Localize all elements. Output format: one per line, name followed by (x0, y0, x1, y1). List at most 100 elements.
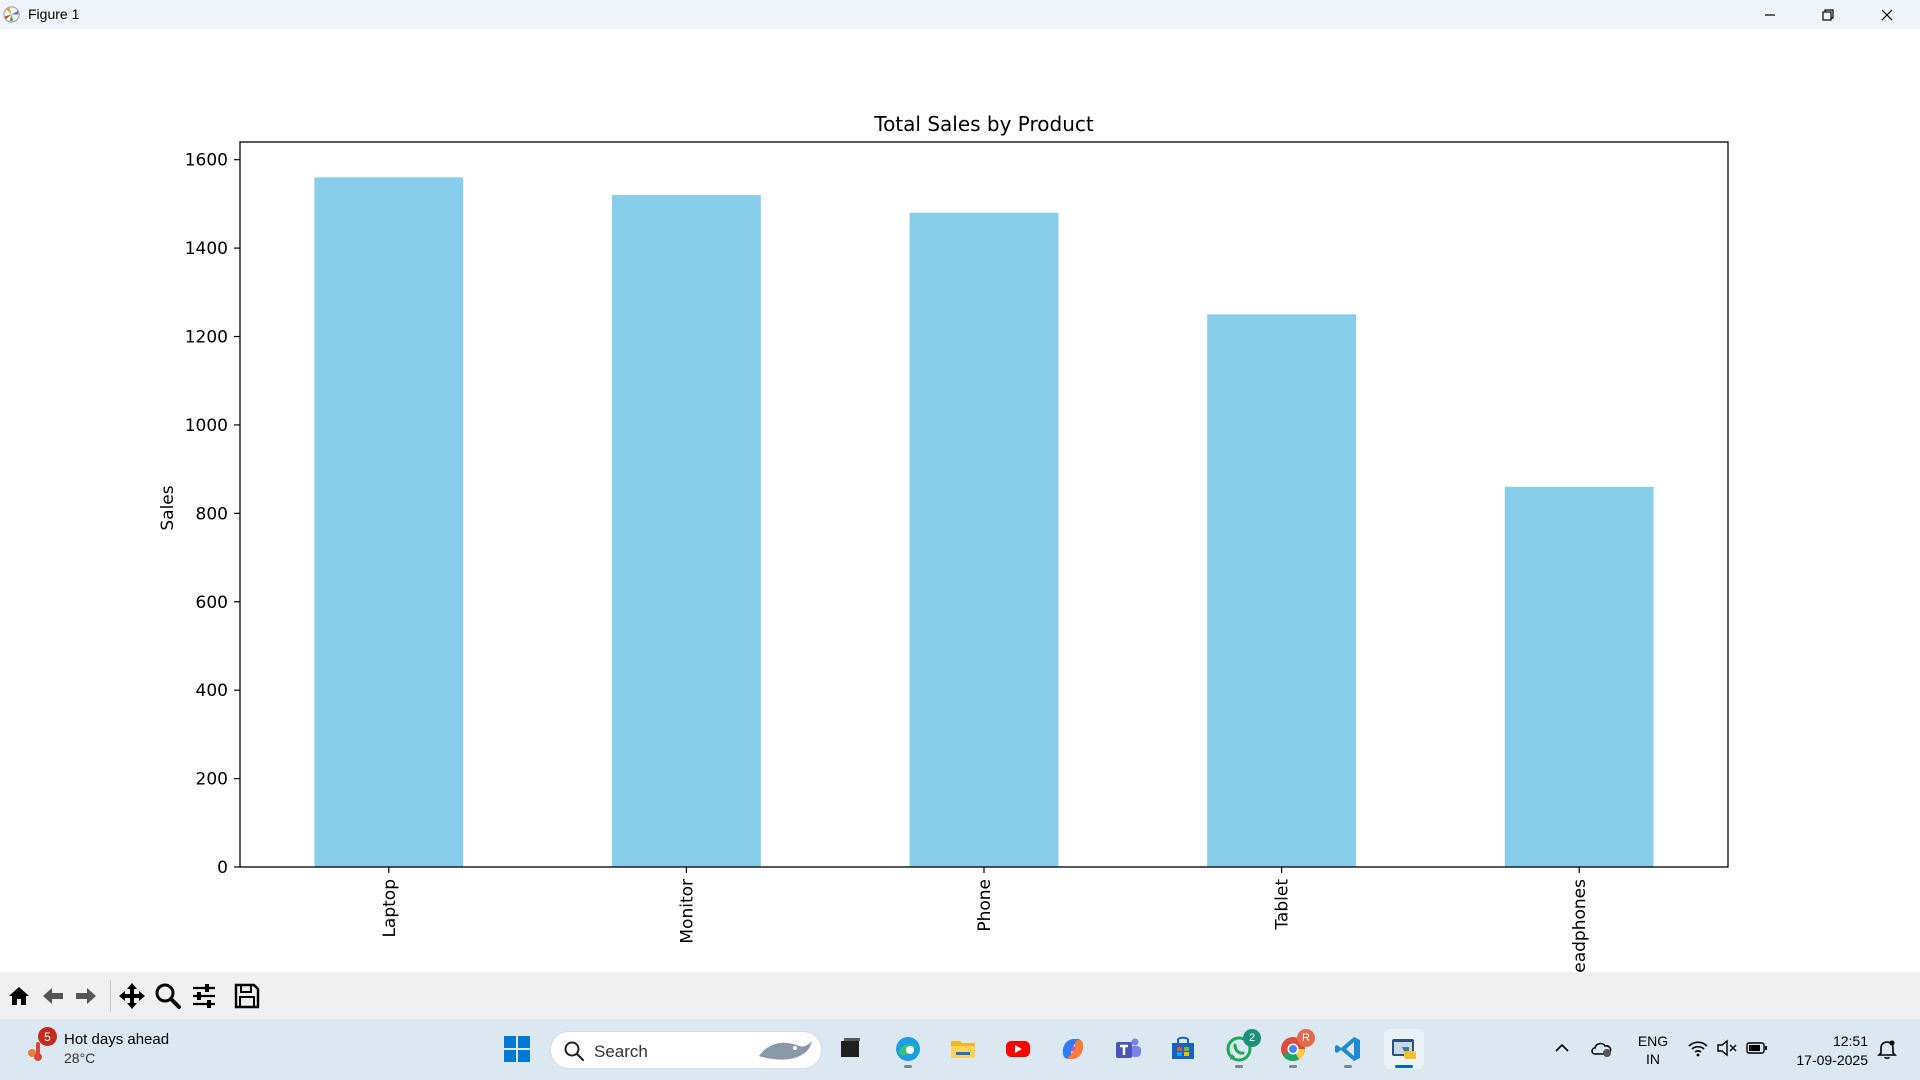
y-tick-label: 1600 (185, 151, 228, 171)
maximize-button[interactable] (1799, 0, 1857, 29)
chrome-profile-badge: R (1297, 1029, 1315, 1047)
pan-button[interactable] (117, 981, 147, 1011)
toolbar-separator (110, 980, 111, 1012)
weather-widget[interactable]: 5 Hot days ahead 28°C (20, 1027, 220, 1071)
teams-icon (1116, 1038, 1141, 1058)
taskbar-copilot[interactable] (1053, 1029, 1093, 1069)
y-tick-label: 400 (196, 681, 228, 701)
taskbar-python-figure[interactable] (1384, 1029, 1424, 1069)
home-button[interactable] (4, 981, 34, 1011)
chevron-up-icon[interactable] (1553, 1039, 1571, 1057)
clock-date: 17-09-2025 (1796, 1052, 1868, 1068)
task-view-icon (841, 1038, 860, 1057)
x-tick-label: Headphones (1570, 879, 1590, 972)
y-axis-label: Sales (158, 485, 178, 530)
x-tick-label: Phone (975, 879, 995, 932)
magnifier-icon (155, 983, 181, 1009)
minimize-button[interactable] (1741, 0, 1799, 29)
folder-icon (951, 1041, 975, 1058)
speaker-muted-icon[interactable] (1716, 1039, 1738, 1057)
python-icon (1392, 1039, 1416, 1059)
weather-temperature: 28°C (64, 1050, 96, 1066)
running-indicator (1235, 1065, 1243, 1068)
chart-title: Total Sales by Product (873, 112, 1094, 136)
notification-bell-icon[interactable] (1876, 1038, 1898, 1060)
y-tick-label: 0 (217, 858, 228, 878)
taskbar-search-box[interactable]: Search (550, 1031, 822, 1069)
search-highlight-image-icon (759, 1041, 812, 1060)
taskbar-chrome[interactable]: R (1273, 1029, 1315, 1069)
axes-frame (239, 141, 1729, 868)
bar-chart: Total Sales by Product Sales 0 200 400 600 8… (158, 112, 1729, 972)
onedrive-icon[interactable] (1590, 1037, 1614, 1059)
input-language-indicator[interactable]: ENG IN (1637, 1032, 1669, 1068)
x-tick-label: Tablet (1273, 879, 1293, 931)
youtube-icon (1006, 1041, 1030, 1057)
running-indicator (904, 1065, 912, 1068)
matplotlib-toolbar (0, 972, 1920, 1019)
y-tick-label: 1200 (185, 328, 228, 348)
windows-logo-icon (504, 1036, 530, 1062)
bar-laptop (314, 177, 464, 868)
y-tick-label: 1400 (185, 239, 228, 259)
sliders-icon (193, 984, 215, 1008)
arrow-right-icon (76, 988, 96, 1004)
wifi-icon[interactable] (1687, 1039, 1709, 1057)
restore-icon (1822, 8, 1834, 21)
y-tick-label: 800 (196, 504, 228, 524)
store-icon (1172, 1036, 1194, 1059)
bar-tablet (1207, 314, 1356, 867)
taskbar-store[interactable] (1163, 1029, 1203, 1069)
running-indicator (1344, 1065, 1352, 1068)
y-tick-label: 1000 (185, 416, 228, 436)
weather-alert-badge: 5 (38, 1027, 57, 1046)
system-clock[interactable]: 12:51 17-09-2025 (1782, 1032, 1868, 1070)
window-titlebar: Figure 1 (0, 0, 1920, 29)
whatsapp-icon (1226, 1036, 1252, 1062)
clock-time: 12:51 (1832, 1033, 1868, 1049)
bar-monitor (612, 195, 761, 868)
running-indicator (1289, 1065, 1297, 1068)
language-code: ENG (1637, 1033, 1669, 1049)
copilot-icon (1062, 1039, 1084, 1059)
whatsapp-notification-badge: 2 (1243, 1029, 1261, 1047)
y-tick-label: 200 (196, 770, 228, 790)
forward-button[interactable] (71, 981, 101, 1011)
taskbar-file-explorer[interactable] (943, 1029, 983, 1069)
taskbar-whatsapp[interactable]: 2 (1219, 1029, 1261, 1069)
floppy-disk-icon (234, 983, 260, 1009)
windows-taskbar: 5 Hot days ahead 28°C Search (0, 1019, 1920, 1080)
window-title: Figure 1 (28, 6, 80, 22)
close-button[interactable] (1858, 0, 1916, 29)
start-button[interactable] (497, 1029, 537, 1069)
back-button[interactable] (38, 981, 68, 1011)
bar-headphones (1504, 486, 1654, 867)
taskbar-vscode[interactable] (1328, 1029, 1368, 1069)
configure-subplots-button[interactable] (189, 981, 219, 1011)
vscode-icon (1335, 1037, 1360, 1061)
battery-icon[interactable] (1746, 1040, 1768, 1056)
region-code: IN (1646, 1051, 1660, 1067)
move-arrows-icon (119, 983, 145, 1009)
taskbar-task-view[interactable] (830, 1029, 870, 1069)
x-tick-label: Laptop (380, 879, 400, 938)
bar-phone (909, 212, 1059, 868)
taskbar-youtube[interactable] (998, 1029, 1038, 1069)
figure-canvas[interactable]: Total Sales by Product Sales 0 200 400 600 8… (0, 29, 1920, 972)
edge-icon (896, 1037, 920, 1061)
y-tick-label: 600 (196, 593, 228, 613)
taskbar-teams[interactable] (1108, 1029, 1148, 1069)
zoom-button[interactable] (153, 981, 183, 1011)
save-figure-button[interactable] (232, 981, 262, 1011)
search-placeholder: Search (594, 1042, 648, 1061)
matplotlib-app-icon (3, 6, 20, 23)
thermometer-icon (28, 1042, 42, 1061)
x-tick-label: Monitor (677, 879, 697, 944)
minimize-icon (1765, 13, 1775, 16)
arrow-left-icon (43, 988, 63, 1004)
taskbar-edge[interactable] (888, 1029, 928, 1069)
close-icon (1881, 9, 1893, 20)
search-icon (564, 1041, 585, 1062)
home-icon (9, 987, 29, 1005)
active-indicator (1395, 1065, 1413, 1068)
